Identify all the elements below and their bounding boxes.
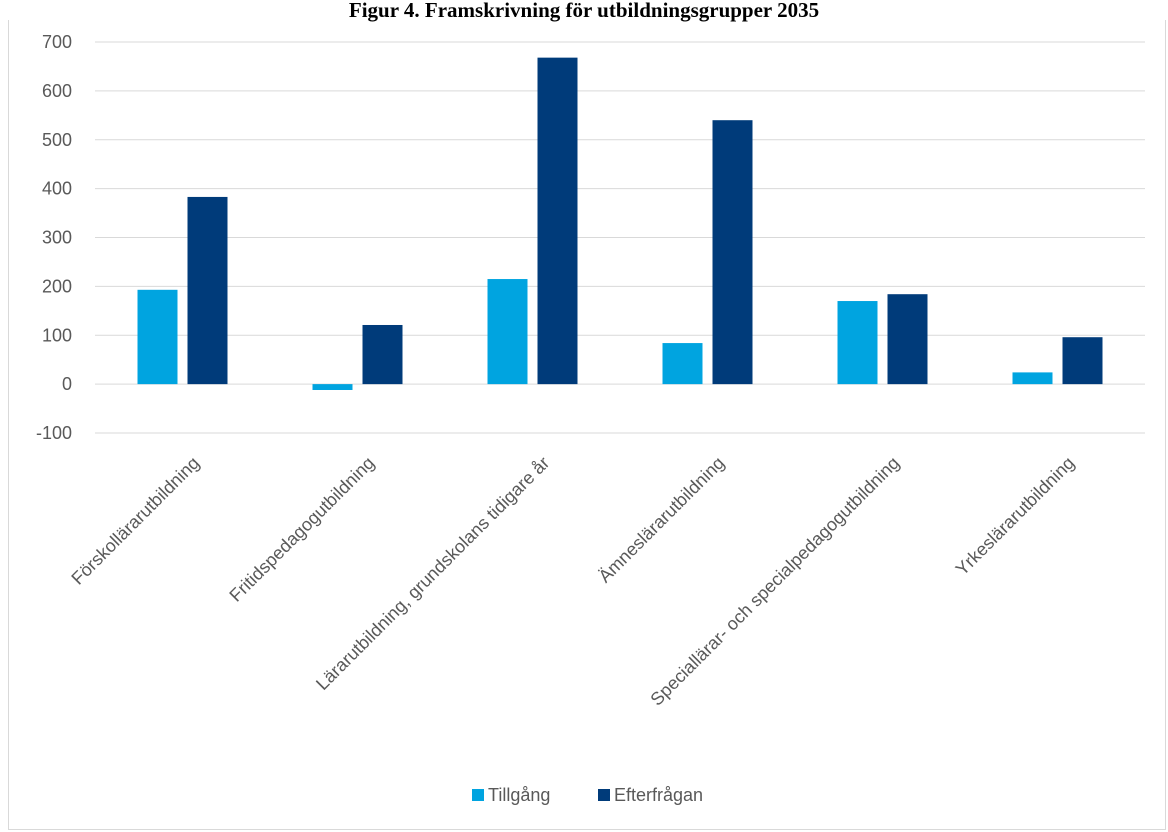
y-tick-label: 300 xyxy=(42,228,72,248)
bar-efterfrågan xyxy=(187,196,228,385)
x-tick-label: Förskollärarutbildning xyxy=(67,453,203,589)
y-tick-label: -100 xyxy=(36,423,72,443)
bar-tillgång xyxy=(662,343,703,385)
x-tick-label: Ämneslärarutbildning xyxy=(595,453,729,587)
y-tick-label: 500 xyxy=(42,130,72,150)
y-tick-label: 600 xyxy=(42,81,72,101)
y-tick-label: 0 xyxy=(62,374,72,394)
y-tick-label: 200 xyxy=(42,276,72,296)
bar-efterfrågan xyxy=(362,324,403,385)
x-tick-label: Yrkeslärarutbildning xyxy=(952,453,1079,580)
legend-swatch xyxy=(598,789,610,801)
bar-tillgång xyxy=(137,289,178,385)
bar-efterfrågan xyxy=(887,294,928,385)
bar-efterfrågan xyxy=(1062,337,1103,385)
bar-efterfrågan xyxy=(537,57,578,385)
y-tick-label: 400 xyxy=(42,179,72,199)
legend-swatch xyxy=(472,789,484,801)
x-tick-label: Fritidspedagogutbildning xyxy=(225,453,378,606)
y-tick-label: 100 xyxy=(42,325,72,345)
chart-frame xyxy=(8,20,1166,830)
bar-tillgång xyxy=(312,384,353,390)
bar-efterfrågan xyxy=(712,120,753,385)
chart-title: Figur 4. Framskrivning för utbildningsgr… xyxy=(348,0,820,22)
bar-tillgång xyxy=(837,301,878,385)
bar-tillgång xyxy=(1012,372,1053,385)
legend-label: Tillgång xyxy=(488,785,550,805)
bar-tillgång xyxy=(487,279,528,385)
y-tick-label: 700 xyxy=(42,32,72,52)
legend-label: Efterfrågan xyxy=(614,785,703,805)
